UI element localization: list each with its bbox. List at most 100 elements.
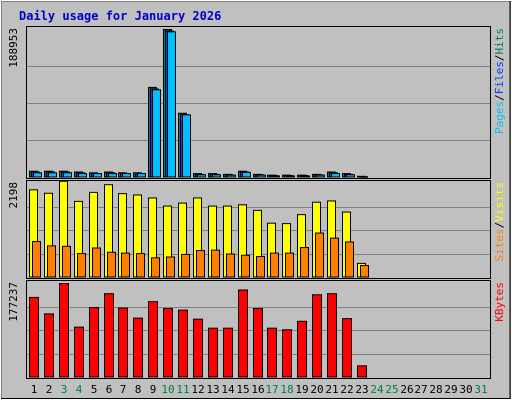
kbytes-bar-day-15 xyxy=(238,289,248,378)
day-label-6: 6 xyxy=(106,383,113,396)
sites-bar-day-20 xyxy=(315,232,324,278)
sites-bar-day-7 xyxy=(121,252,130,278)
sites-bar-day-18 xyxy=(285,252,294,278)
panel-max-label: 2198 xyxy=(7,182,20,209)
day-label-5: 5 xyxy=(91,383,98,396)
sites-bar-day-5 xyxy=(92,247,101,278)
day-label-20: 20 xyxy=(310,383,323,396)
day-label-13: 13 xyxy=(206,383,219,396)
day-label-11: 11 xyxy=(176,383,189,396)
pages-bar-day-2 xyxy=(48,172,57,178)
panel-max-label: 188953 xyxy=(7,28,20,68)
kbytes-bar-day-21 xyxy=(327,293,337,378)
kbytes-bar-day-8 xyxy=(133,317,143,378)
panel-legend: KBytes xyxy=(493,282,506,322)
series-pages xyxy=(33,31,355,178)
pages-bar-day-19 xyxy=(301,175,310,178)
pages-bar-day-3 xyxy=(63,172,72,178)
sites-bar-day-15 xyxy=(241,254,250,278)
panel-kbytes: 177237 KBytes xyxy=(7,280,506,379)
sites-bar-day-22 xyxy=(345,241,354,278)
kbytes-bar-day-13 xyxy=(208,327,218,378)
panel-legend: Sites/Visits xyxy=(493,182,506,262)
sites-bar-day-2 xyxy=(47,245,56,278)
panel-visits-sites: 2198 Sites/Visits xyxy=(7,180,506,279)
legend-entry: Visits xyxy=(493,182,506,222)
day-label-26: 26 xyxy=(400,383,413,396)
day-label-9: 9 xyxy=(150,383,157,396)
pages-bar-day-8 xyxy=(137,173,146,178)
sites-bar-day-21 xyxy=(330,237,339,278)
series-sites xyxy=(32,232,369,278)
series-kbytes xyxy=(29,283,367,378)
sites-bar-day-14 xyxy=(226,253,235,278)
day-label-30: 30 xyxy=(459,383,472,396)
pages-bar-day-13 xyxy=(212,174,221,178)
legend-entry: Files xyxy=(493,61,506,94)
sites-bar-day-4 xyxy=(77,253,86,278)
kbytes-bar-day-4 xyxy=(74,326,84,378)
pages-bar-day-4 xyxy=(78,173,87,178)
sites-bar-day-13 xyxy=(211,249,220,278)
sites-bar-day-19 xyxy=(300,247,309,278)
pages-bar-day-15 xyxy=(242,171,251,178)
pages-bar-day-10 xyxy=(167,31,176,178)
day-label-28: 28 xyxy=(429,383,442,396)
pages-bar-day-17 xyxy=(271,175,280,178)
files-bar-day-23 xyxy=(359,176,368,178)
legend-entry: Pages xyxy=(493,101,506,134)
sites-bar-day-9 xyxy=(151,257,160,278)
legend-entry: Hits xyxy=(493,28,506,55)
kbytes-bar-day-7 xyxy=(118,307,128,378)
kbytes-bar-day-6 xyxy=(104,293,114,378)
pages-bar-day-7 xyxy=(122,173,131,178)
kbytes-bar-day-2 xyxy=(44,313,54,378)
pages-bar-day-6 xyxy=(108,173,117,178)
pages-bar-day-9 xyxy=(152,89,161,178)
day-label-16: 16 xyxy=(251,383,264,396)
pages-bar-day-14 xyxy=(227,174,236,178)
pages-bar-day-18 xyxy=(286,175,295,178)
kbytes-bar-day-11 xyxy=(178,309,188,378)
sites-bar-day-16 xyxy=(256,256,265,278)
pages-bar-day-22 xyxy=(346,174,355,178)
day-label-12: 12 xyxy=(191,383,204,396)
legend-entry: / xyxy=(493,222,506,229)
day-label-27: 27 xyxy=(414,383,427,396)
day-label-2: 2 xyxy=(46,383,53,396)
kbytes-bar-day-10 xyxy=(163,308,173,378)
day-label-15: 15 xyxy=(236,383,249,396)
pages-bar-day-16 xyxy=(257,174,266,178)
sites-bar-day-6 xyxy=(107,251,116,278)
day-label-4: 4 xyxy=(76,383,83,396)
kbytes-bar-day-12 xyxy=(193,318,203,378)
day-label-3: 3 xyxy=(61,383,68,396)
day-label-21: 21 xyxy=(325,383,338,396)
day-label-25: 25 xyxy=(385,383,398,396)
pages-bar-day-1 xyxy=(33,172,42,178)
legend-entry: Sites xyxy=(493,228,506,261)
kbytes-bar-day-9 xyxy=(148,301,158,378)
pages-bar-day-20 xyxy=(316,174,325,178)
kbytes-bar-day-5 xyxy=(89,306,99,378)
kbytes-bar-day-22 xyxy=(342,318,352,378)
pages-bar-day-11 xyxy=(182,114,191,178)
chart-panels: 188953Pages/Files/Hits2198Sites/Visits17… xyxy=(7,26,506,379)
kbytes-bar-day-23 xyxy=(357,365,367,378)
kbytes-bar-day-19 xyxy=(297,320,307,378)
sites-bar-day-8 xyxy=(136,253,145,278)
panel-frame xyxy=(26,26,491,179)
sites-bar-day-3 xyxy=(62,245,71,278)
legend-entry: KBytes xyxy=(493,282,506,322)
day-label-22: 22 xyxy=(340,383,353,396)
x-axis-day-labels: 1 2 3 4 5 6 7 8 9 10 11 12 13 14 15 16 17 18 19 20 21 22 23 24 2… xyxy=(31,383,488,396)
day-label-17: 17 xyxy=(265,383,278,396)
day-label-23: 23 xyxy=(355,383,368,396)
pages-bar-day-5 xyxy=(93,173,102,178)
kbytes-bar-day-14 xyxy=(223,327,233,378)
kbytes-bar-day-20 xyxy=(312,294,322,378)
kbytes-bar-day-16 xyxy=(253,308,263,378)
day-label-24: 24 xyxy=(370,383,384,396)
